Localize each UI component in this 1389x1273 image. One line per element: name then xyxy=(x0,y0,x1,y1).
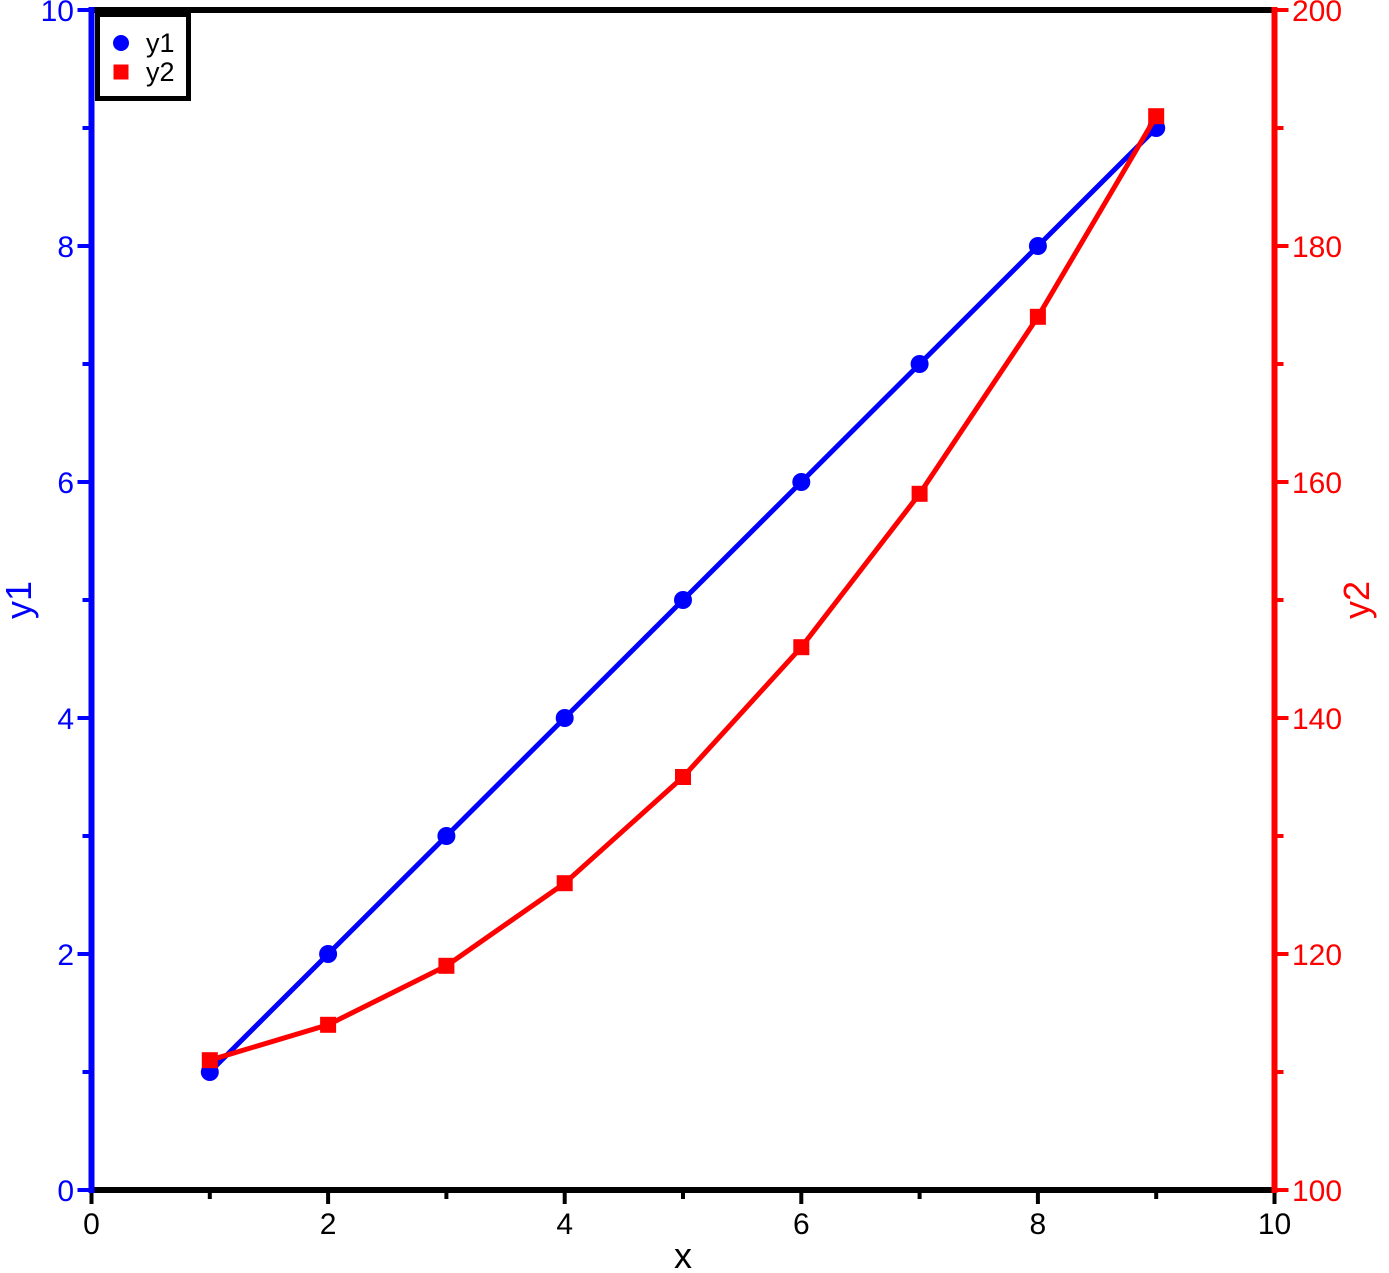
y2-axis-title: y2 xyxy=(1336,581,1377,619)
y1-data-point xyxy=(437,827,456,845)
legend-label-y1: y1 xyxy=(146,28,175,58)
y2-data-point xyxy=(556,875,573,892)
y2-tick-label: 160 xyxy=(1292,467,1342,500)
legend-marker-y1 xyxy=(113,35,129,51)
y2-data-point xyxy=(793,639,810,656)
y1-tick-label: 2 xyxy=(57,939,74,972)
y1-tick-label: 6 xyxy=(57,467,74,500)
x-tick-label: 10 xyxy=(1258,1208,1291,1241)
y2-data-point xyxy=(1029,308,1046,325)
y2-tick-label: 120 xyxy=(1292,939,1342,972)
y1-data-point xyxy=(910,355,929,373)
x-tick-label: 6 xyxy=(793,1208,810,1241)
y1-tick-label: 0 xyxy=(57,1175,74,1208)
y2-data-point xyxy=(911,485,928,502)
y2-data-point xyxy=(201,1052,218,1069)
y1-data-point xyxy=(319,945,338,963)
y1-data-point xyxy=(1028,237,1047,255)
y1-tick-label: 8 xyxy=(57,231,74,264)
legend-label-y2: y2 xyxy=(146,57,175,87)
y1-data-point xyxy=(792,473,811,491)
x-axis-title: x xyxy=(674,1235,692,1273)
x-tick-label: 8 xyxy=(1030,1208,1047,1241)
x-tick-label: 2 xyxy=(320,1208,337,1241)
y1-tick-label: 4 xyxy=(57,703,74,736)
x-tick-label: 0 xyxy=(83,1208,100,1241)
y2-tick-label: 140 xyxy=(1292,703,1342,736)
y1-tick-label: 10 xyxy=(41,0,74,28)
y2-data-point xyxy=(438,957,455,974)
legend-marker-y2 xyxy=(113,64,129,80)
y2-data-point xyxy=(320,1016,337,1033)
y2-data-point xyxy=(1148,108,1165,125)
y2-tick-label: 180 xyxy=(1292,231,1342,264)
y1-axis-title: y1 xyxy=(0,581,39,619)
y2-tick-label: 200 xyxy=(1292,0,1342,28)
x-tick-label: 4 xyxy=(556,1208,573,1241)
legend-box xyxy=(95,12,191,101)
y2-tick-label: 100 xyxy=(1292,1175,1342,1208)
y1-data-point xyxy=(555,709,574,727)
y2-data-point xyxy=(675,769,691,785)
y1-data-point xyxy=(674,591,692,609)
